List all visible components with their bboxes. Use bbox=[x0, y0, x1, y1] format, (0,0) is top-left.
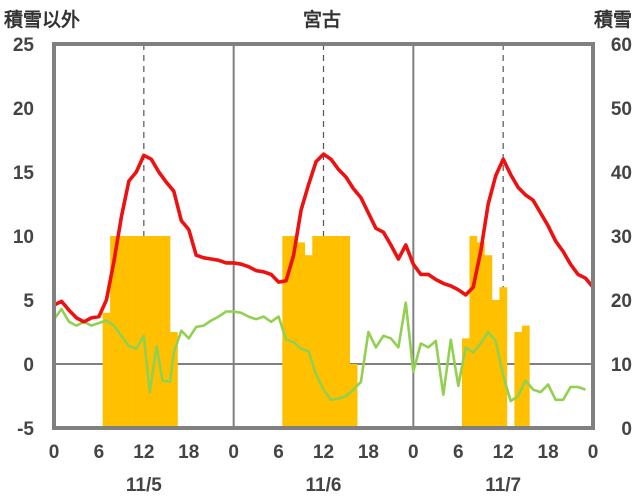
snow-depth-bar bbox=[319, 236, 328, 428]
y-left-tick-label: 0 bbox=[23, 355, 34, 376]
x-tick-label: 0 bbox=[588, 442, 599, 463]
x-tick-label: 0 bbox=[408, 442, 419, 463]
snow-depth-bar bbox=[342, 236, 351, 428]
x-tick-label: 6 bbox=[273, 442, 284, 463]
snow-depth-bar bbox=[125, 236, 133, 428]
y-axis-left-ticks: 25 20 15 10 5 0 -5 bbox=[13, 35, 35, 440]
date-labels: 11/5 11/6 11/7 bbox=[126, 475, 521, 496]
x-tick-label: 18 bbox=[538, 442, 559, 463]
x-tick-label: 6 bbox=[453, 442, 464, 463]
plot-frame bbox=[52, 42, 595, 430]
y-axis-left-title: 積雪以外 bbox=[4, 8, 80, 31]
date-label: 11/7 bbox=[485, 475, 521, 496]
y-right-tick-label: 10 bbox=[611, 355, 632, 376]
snow-depth-bar bbox=[102, 312, 111, 428]
snow-depth-bar bbox=[140, 236, 148, 428]
y-right-tick-label: 20 bbox=[611, 291, 632, 312]
snow-depth-bar bbox=[461, 338, 470, 428]
date-label: 11/5 bbox=[126, 475, 162, 496]
y-right-tick-label: 40 bbox=[611, 163, 632, 184]
red-series-line bbox=[53, 152, 595, 324]
snow-depth-bar bbox=[469, 236, 478, 428]
y-left-tick-label: 20 bbox=[13, 99, 34, 120]
y-left-tick-label: 5 bbox=[23, 291, 34, 312]
green-series-line bbox=[52, 301, 586, 403]
snow-depth-bar bbox=[304, 255, 313, 428]
x-axis-ticks: 0 6 12 18 0 6 12 18 0 6 12 18 0 bbox=[49, 442, 599, 463]
x-tick-label: 0 bbox=[49, 442, 60, 463]
snow-depth-bar bbox=[327, 236, 336, 428]
y-right-tick-label: 60 bbox=[611, 35, 632, 56]
snow-depth-bar bbox=[170, 332, 178, 428]
snow-depth-bar bbox=[162, 236, 171, 428]
y-left-tick-label: 25 bbox=[13, 35, 35, 56]
snow-depth-bar bbox=[491, 300, 500, 428]
x-tick-label: 12 bbox=[313, 442, 334, 463]
x-tick-label: 18 bbox=[178, 442, 199, 463]
snow-depth-bar bbox=[147, 236, 156, 428]
date-label: 11/6 bbox=[306, 475, 342, 496]
snow-depth-bar bbox=[514, 332, 523, 428]
y-left-tick-label: 15 bbox=[13, 163, 35, 184]
snow-depth-bar bbox=[312, 236, 321, 428]
y-right-tick-label: 30 bbox=[611, 227, 632, 248]
snow-depth-bar bbox=[282, 236, 291, 428]
x-tick-label: 18 bbox=[358, 442, 379, 463]
y-right-tick-label: 50 bbox=[611, 99, 632, 120]
snow-depth-bar bbox=[334, 236, 343, 428]
y-axis-right-ticks: 60 50 40 30 20 10 0 bbox=[611, 35, 632, 440]
snow-depth-bars bbox=[102, 236, 530, 428]
snow-depth-bar bbox=[155, 236, 163, 428]
snow-depth-bar bbox=[289, 236, 298, 428]
y-left-tick-label: 10 bbox=[13, 227, 34, 248]
snow-depth-bar bbox=[499, 287, 508, 428]
snow-depth-bar bbox=[476, 242, 485, 428]
y-right-tick-label: 0 bbox=[621, 419, 632, 440]
x-tick-label: 6 bbox=[94, 442, 105, 463]
x-tick-label: 0 bbox=[228, 442, 239, 463]
snow-depth-bar bbox=[349, 364, 358, 428]
y-axis-right-title: 積雪 bbox=[594, 8, 632, 31]
snow-depth-bar bbox=[117, 236, 126, 428]
x-tick-label: 12 bbox=[133, 442, 154, 463]
snow-depth-bar bbox=[521, 325, 530, 428]
snow-depth-bar bbox=[297, 242, 306, 428]
snow-depth-bar bbox=[484, 255, 493, 428]
x-tick-label: 12 bbox=[493, 442, 514, 463]
snow-depth-bar bbox=[132, 236, 141, 428]
y-left-tick-label: -5 bbox=[17, 419, 34, 440]
chart-title: 宮古 bbox=[303, 8, 341, 31]
snow-depth-bar bbox=[110, 236, 118, 428]
